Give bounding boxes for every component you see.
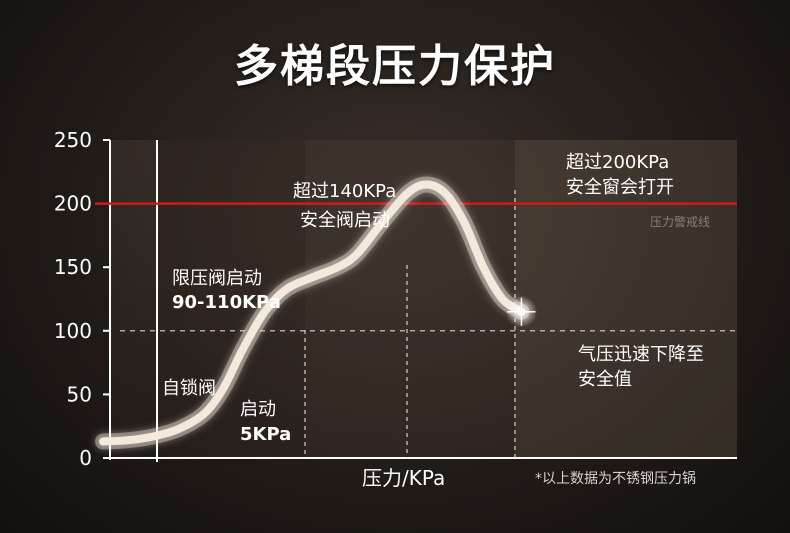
y-tick-label: 0 <box>79 446 92 470</box>
y-tick-label: 100 <box>54 319 92 343</box>
annotation-safety-window-line1: 超过200KPa <box>566 152 669 173</box>
annotation-safety-valve-line1: 超过140KPa <box>293 181 396 202</box>
page-title: 多梯段压力保护 <box>234 41 556 92</box>
annotation-safety-window-line2: 安全窗会打开 <box>566 177 674 198</box>
annotation-start-value: 5KPa <box>240 424 291 445</box>
annotation-drop-line2: 安全值 <box>578 369 632 390</box>
y-tick-label: 200 <box>54 192 92 216</box>
annotation-limit-valve-label: 限压阀启动 <box>172 268 262 289</box>
x-axis-label: 压力/KPa <box>362 466 445 490</box>
end-point <box>517 307 526 316</box>
curve-line <box>99 180 526 446</box>
annotation-safety-valve-line2: 安全阀启动 <box>300 210 390 231</box>
annotation-start-label: 启动 <box>240 399 276 420</box>
y-tick-label: 150 <box>54 255 92 279</box>
annotation-drop-line1: 气压迅速下降至 <box>578 344 704 365</box>
footnote: *以上数据为不锈钢压力锅 <box>535 471 696 487</box>
pressure-curve <box>95 176 538 450</box>
stage-dividers <box>304 190 516 458</box>
annotation-self-lock: 自锁阀 <box>162 378 216 399</box>
warning-line-label: 压力警戒线 <box>650 214 710 229</box>
y-tick-label: 50 <box>67 382 92 406</box>
annotation-limit-valve-value: 90-110KPa <box>172 292 281 313</box>
y-ticks: 0 50 100 150 200 250 <box>54 128 110 470</box>
y-tick-label: 250 <box>54 128 92 152</box>
reference-lines <box>95 202 737 332</box>
